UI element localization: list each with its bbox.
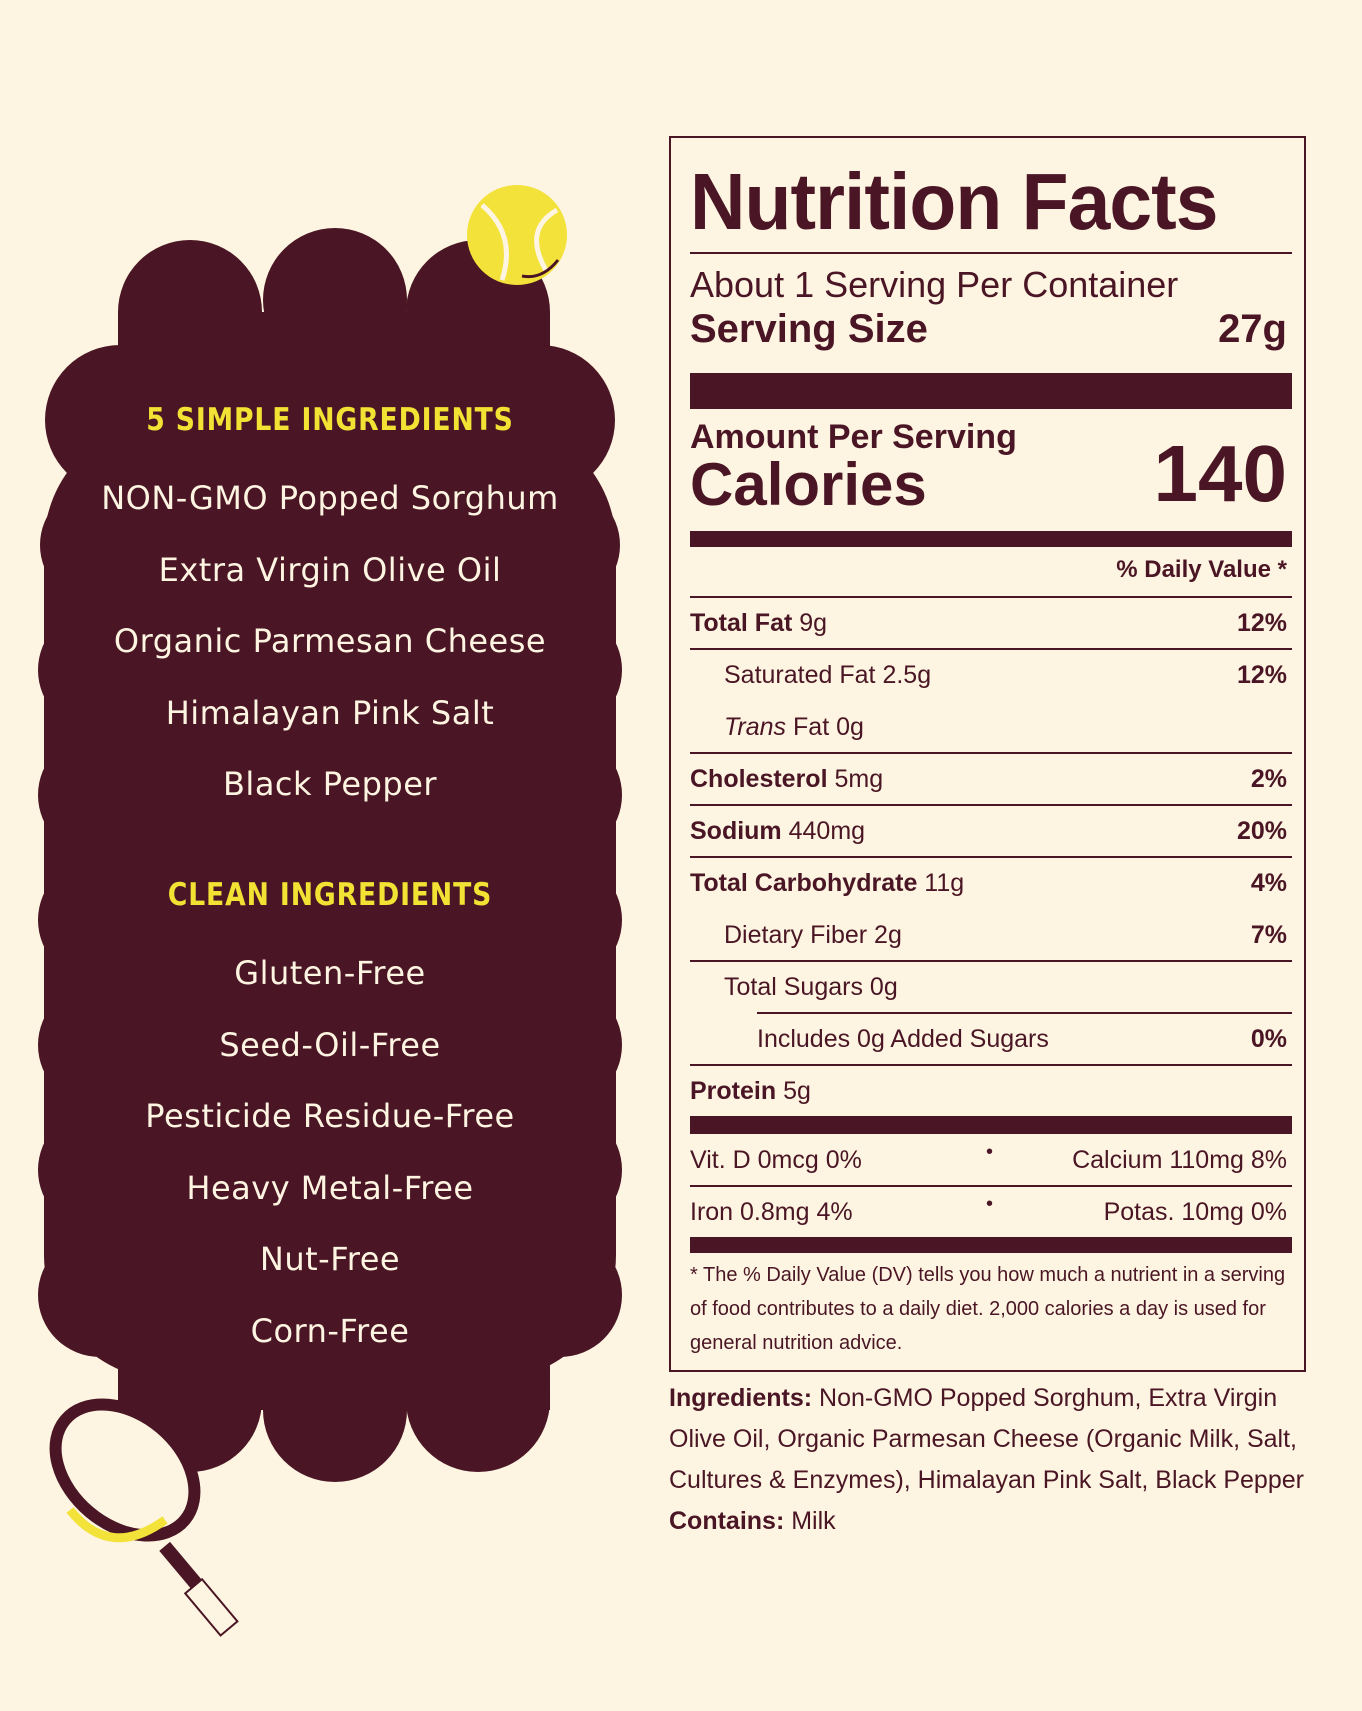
simple-ingredient-item: Black Pepper — [222, 765, 438, 803]
thick-divider — [690, 373, 1292, 409]
divider — [757, 1012, 1292, 1014]
divider — [690, 252, 1292, 254]
daily-value-header: % Daily Value * — [1116, 556, 1287, 583]
calories-value: 140 — [1153, 429, 1287, 518]
iron: Iron 0.8mg 4% — [690, 1198, 853, 1226]
ingredients-text: Non-GMO Popped Sorghum, Extra Virgin Oli… — [669, 1384, 1304, 1494]
calories-label: Calories — [690, 451, 927, 518]
dv-dietary-fiber: 7% — [1250, 921, 1287, 949]
divider — [690, 752, 1292, 754]
ingredients-scalloped-panel — [38, 228, 622, 1482]
calcium: Calcium 110mg 8% — [1072, 1146, 1287, 1174]
clean-claim-item: Pesticide Residue-Free — [145, 1097, 515, 1135]
tennis-ball-icon — [467, 185, 567, 285]
nutrient-row-total-fat: Total Fat 9g — [690, 609, 828, 637]
nutrient-row-total-sugars: Total Sugars 0g — [724, 973, 898, 1001]
simple-ingredient-item: Extra Virgin Olive Oil — [158, 551, 502, 589]
dv-saturated-fat: 12% — [1236, 661, 1287, 689]
nutrient-row-trans-fat: Trans Fat 0g — [724, 713, 864, 741]
servings-per-container: About 1 Serving Per Container — [690, 264, 1179, 305]
serving-size-value: 27g — [1218, 307, 1287, 351]
clean-ingredients-heading: CLEAN INGREDIENTS — [167, 877, 493, 913]
nutrient-row-saturated-fat: Saturated Fat 2.5g — [724, 661, 932, 689]
clean-claim-item: Gluten-Free — [234, 954, 426, 992]
simple-ingredient-item: Organic Parmesan Cheese — [113, 622, 547, 660]
thick-divider — [690, 531, 1292, 547]
clean-claim-item: Corn-Free — [250, 1312, 410, 1350]
nutrient-row-dietary-fiber: Dietary Fiber 2g — [724, 921, 902, 949]
divider — [690, 960, 1292, 962]
simple-ingredient-item: Himalayan Pink Salt — [165, 694, 495, 732]
divider — [690, 1064, 1292, 1066]
nutrient-row-total-carbohydrate: Total Carbohydrate 11g — [690, 869, 965, 897]
ingredients-statement: Ingredients: Non-GMO Popped Sorghum, Ext… — [669, 1378, 1329, 1542]
contains-label: Contains: — [669, 1507, 785, 1535]
dv-total-carbohydrate: 4% — [1250, 869, 1287, 897]
thick-divider — [690, 1237, 1292, 1253]
daily-value-footnote: * The % Daily Value (DV) tells you how m… — [690, 1264, 1286, 1354]
nutrient-row-sodium: Sodium 440mg — [690, 817, 866, 845]
divider — [690, 648, 1292, 650]
amount-per-serving: Amount Per Serving — [690, 418, 1017, 456]
bullet-separator: • — [986, 1141, 994, 1163]
thick-divider — [690, 1116, 1292, 1134]
dv-cholesterol: 2% — [1250, 765, 1287, 793]
potassium: Potas. 10mg 0% — [1103, 1198, 1287, 1226]
divider — [690, 1185, 1292, 1187]
clean-claim-item: Seed-Oil-Free — [219, 1026, 441, 1064]
nutrition-facts-title: Nutrition Facts — [690, 157, 1218, 246]
simple-ingredient-item: NON-GMO Popped Sorghum — [101, 479, 559, 517]
contains-text: Milk — [791, 1507, 836, 1535]
divider — [690, 804, 1292, 806]
serving-size-label: Serving Size — [690, 307, 928, 351]
divider — [690, 856, 1292, 858]
divider — [690, 596, 1292, 598]
dv-added-sugars: 0% — [1250, 1025, 1287, 1053]
bullet-separator: • — [986, 1193, 994, 1215]
dv-total-fat: 12% — [1236, 609, 1287, 637]
nutrient-row-protein: Protein 5g — [690, 1077, 811, 1105]
ingredients-label: Ingredients: — [669, 1384, 813, 1412]
clean-claim-item: Nut-Free — [259, 1240, 401, 1278]
nutrient-row-added-sugars: Includes 0g Added Sugars — [757, 1025, 1049, 1053]
dv-sodium: 20% — [1236, 817, 1287, 845]
nutrient-row-cholesterol: Cholesterol 5mg — [690, 765, 884, 793]
nutrition-facts-panel: Nutrition Facts About 1 Serving Per Cont… — [669, 136, 1306, 1372]
clean-claim-item: Heavy Metal-Free — [186, 1169, 474, 1207]
simple-ingredients-heading: 5 SIMPLE INGREDIENTS — [146, 402, 514, 438]
vitamin-d: Vit. D 0mcg 0% — [690, 1146, 862, 1174]
tennis-racket-icon — [49, 1398, 239, 1637]
